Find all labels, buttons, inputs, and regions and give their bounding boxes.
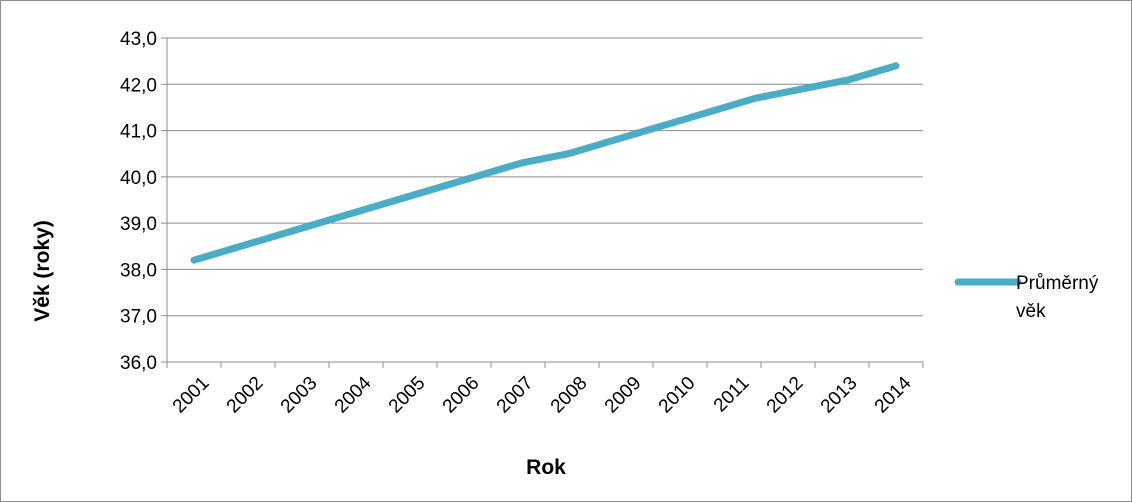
data-point <box>661 125 663 127</box>
series-layer <box>190 62 900 264</box>
data-point <box>801 88 803 90</box>
x-tick-label: 2001 <box>169 373 214 418</box>
x-tick-label: 2014 <box>871 372 916 417</box>
data-point <box>427 190 429 192</box>
x-tick-labels: 2001 2002 2003 2004 2005 2006 2007 2008 2009 2010… <box>169 372 916 417</box>
x-tick-label: 2009 <box>601 373 646 418</box>
x-tick-label: 2004 <box>331 372 376 417</box>
data-point <box>380 204 382 206</box>
y-tick-label: 36,0 <box>120 353 157 374</box>
x-tick-label: 2002 <box>223 373 268 418</box>
data-point <box>708 111 710 113</box>
y-axis-title: Věk (roky) <box>31 220 54 322</box>
data-point <box>895 65 897 67</box>
axes <box>161 37 924 368</box>
y-tick-label: 37,0 <box>120 307 157 328</box>
x-tick-label: 2013 <box>817 373 862 418</box>
x-tick-label: 2003 <box>277 373 322 418</box>
gridlines <box>167 37 923 363</box>
y-tick-label: 40,0 <box>120 168 157 189</box>
data-point <box>614 139 616 141</box>
data-point <box>474 176 476 178</box>
legend: Průměrný věk <box>954 273 1099 322</box>
series-line <box>190 62 900 264</box>
data-point <box>755 97 757 99</box>
data-point <box>567 153 569 155</box>
data-point <box>848 79 850 81</box>
x-tick-label: 2005 <box>385 373 430 418</box>
x-axis-title: Rok <box>526 456 566 479</box>
x-tick-label: 2012 <box>763 373 808 418</box>
y-tick-labels: 36,0 37,0 38,0 39,0 40,0 41,0 42,0 43,0 <box>120 29 157 374</box>
data-point <box>287 231 289 233</box>
data-point <box>193 259 195 261</box>
y-tick-label: 39,0 <box>120 214 157 235</box>
y-tick-label: 41,0 <box>120 122 157 143</box>
legend-label-line1: Průměrný <box>1016 273 1099 294</box>
legend-label-line2: věk <box>1016 301 1046 322</box>
y-tick-label: 43,0 <box>120 29 157 50</box>
y-tick-label: 42,0 <box>120 75 157 96</box>
y-tick-label: 38,0 <box>120 260 157 281</box>
x-tick-label: 2008 <box>547 373 592 418</box>
data-point <box>240 245 242 247</box>
x-tick-label: 2010 <box>655 373 700 418</box>
x-tick-label: 2006 <box>439 373 484 418</box>
x-tick-label: 2007 <box>493 373 538 418</box>
x-tick-label: 2011 <box>710 373 754 417</box>
data-point <box>521 162 523 164</box>
data-point <box>333 218 335 220</box>
